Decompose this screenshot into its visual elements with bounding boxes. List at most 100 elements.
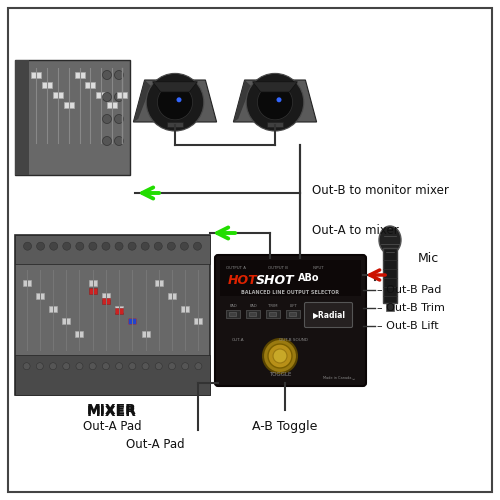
Bar bbox=[226, 310, 240, 318]
Circle shape bbox=[102, 92, 112, 102]
Text: Mic: Mic bbox=[418, 252, 440, 264]
Text: OUT-A: OUT-A bbox=[232, 338, 244, 342]
Circle shape bbox=[168, 362, 175, 370]
Circle shape bbox=[263, 339, 297, 373]
Text: TRIM: TRIM bbox=[268, 304, 278, 308]
Bar bbox=[15, 60, 29, 175]
Circle shape bbox=[273, 349, 287, 363]
Circle shape bbox=[50, 242, 58, 250]
Bar bbox=[220, 260, 361, 296]
Bar bbox=[386, 303, 394, 311]
Bar bbox=[142, 331, 150, 337]
Bar bbox=[267, 122, 283, 127]
Text: PAD: PAD bbox=[229, 304, 237, 308]
Bar bbox=[49, 306, 57, 312]
Text: TOGGLE: TOGGLE bbox=[269, 372, 291, 378]
Text: – Out-B Lift: – Out-B Lift bbox=[377, 321, 438, 331]
Circle shape bbox=[102, 242, 110, 250]
Circle shape bbox=[76, 362, 83, 370]
Bar bbox=[15, 235, 210, 264]
Bar bbox=[117, 92, 127, 98]
Text: – Out-B Pad: – Out-B Pad bbox=[377, 285, 442, 295]
Bar bbox=[289, 312, 296, 316]
Bar bbox=[15, 355, 210, 395]
Circle shape bbox=[114, 114, 124, 124]
Bar bbox=[76, 331, 84, 337]
Circle shape bbox=[114, 136, 124, 145]
FancyBboxPatch shape bbox=[15, 60, 130, 175]
Bar bbox=[88, 280, 96, 286]
Circle shape bbox=[258, 84, 292, 120]
Circle shape bbox=[129, 362, 136, 370]
Bar bbox=[269, 312, 276, 316]
Circle shape bbox=[146, 74, 204, 131]
Bar bbox=[286, 310, 300, 318]
Circle shape bbox=[50, 362, 56, 370]
Bar bbox=[128, 318, 136, 324]
Circle shape bbox=[89, 362, 96, 370]
Bar bbox=[383, 248, 397, 303]
Bar bbox=[107, 102, 117, 108]
Text: SHOT: SHOT bbox=[256, 274, 294, 286]
Text: INPUT: INPUT bbox=[312, 266, 324, 270]
Bar bbox=[102, 298, 110, 304]
Text: Out-A to mixer: Out-A to mixer bbox=[312, 224, 399, 236]
Bar bbox=[194, 318, 202, 324]
Circle shape bbox=[155, 362, 162, 370]
Circle shape bbox=[194, 242, 202, 250]
Bar bbox=[88, 288, 96, 294]
Bar bbox=[74, 72, 85, 78]
Text: MIXER: MIXER bbox=[87, 405, 137, 419]
Circle shape bbox=[63, 362, 70, 370]
Bar bbox=[168, 293, 176, 299]
Circle shape bbox=[154, 242, 162, 250]
Circle shape bbox=[76, 242, 84, 250]
Polygon shape bbox=[134, 80, 216, 122]
Polygon shape bbox=[152, 82, 198, 92]
Bar bbox=[22, 280, 30, 286]
Polygon shape bbox=[234, 80, 316, 122]
Circle shape bbox=[102, 114, 112, 124]
Circle shape bbox=[23, 362, 30, 370]
Circle shape bbox=[142, 362, 149, 370]
FancyBboxPatch shape bbox=[304, 302, 352, 328]
Circle shape bbox=[176, 98, 182, 102]
Circle shape bbox=[268, 344, 292, 368]
Bar bbox=[53, 92, 63, 98]
Bar bbox=[96, 92, 106, 98]
Text: Out-B to monitor mixer: Out-B to monitor mixer bbox=[312, 184, 449, 196]
Text: – Out-B Trim: – Out-B Trim bbox=[377, 303, 445, 313]
Text: Out-A Pad: Out-A Pad bbox=[82, 420, 142, 433]
Text: OUTPUT A: OUTPUT A bbox=[226, 266, 246, 270]
Circle shape bbox=[36, 242, 44, 250]
Bar bbox=[36, 293, 44, 299]
Circle shape bbox=[158, 84, 192, 120]
Text: ABo: ABo bbox=[298, 273, 320, 283]
Circle shape bbox=[36, 362, 44, 370]
Circle shape bbox=[115, 242, 123, 250]
Text: PAD: PAD bbox=[249, 304, 257, 308]
Bar bbox=[102, 293, 110, 299]
Bar bbox=[229, 312, 236, 316]
Bar bbox=[181, 306, 189, 312]
Bar bbox=[64, 102, 74, 108]
Bar bbox=[167, 122, 183, 127]
Text: HOT: HOT bbox=[228, 274, 258, 286]
Circle shape bbox=[276, 98, 281, 102]
Bar bbox=[32, 72, 42, 78]
Circle shape bbox=[182, 362, 188, 370]
Polygon shape bbox=[234, 80, 251, 122]
FancyBboxPatch shape bbox=[215, 255, 366, 386]
Bar bbox=[115, 306, 123, 312]
Circle shape bbox=[102, 362, 110, 370]
Circle shape bbox=[141, 242, 149, 250]
Circle shape bbox=[180, 242, 188, 250]
Text: A-B Toggle: A-B Toggle bbox=[252, 420, 318, 433]
Bar bbox=[128, 318, 136, 324]
Text: OUTPUT B: OUTPUT B bbox=[268, 266, 288, 270]
Circle shape bbox=[195, 362, 202, 370]
Ellipse shape bbox=[379, 226, 401, 254]
Text: BALANCED LINE OUTPUT SELECTOR: BALANCED LINE OUTPUT SELECTOR bbox=[241, 290, 339, 294]
Text: Out-A Pad: Out-A Pad bbox=[126, 438, 184, 451]
Circle shape bbox=[102, 70, 112, 80]
